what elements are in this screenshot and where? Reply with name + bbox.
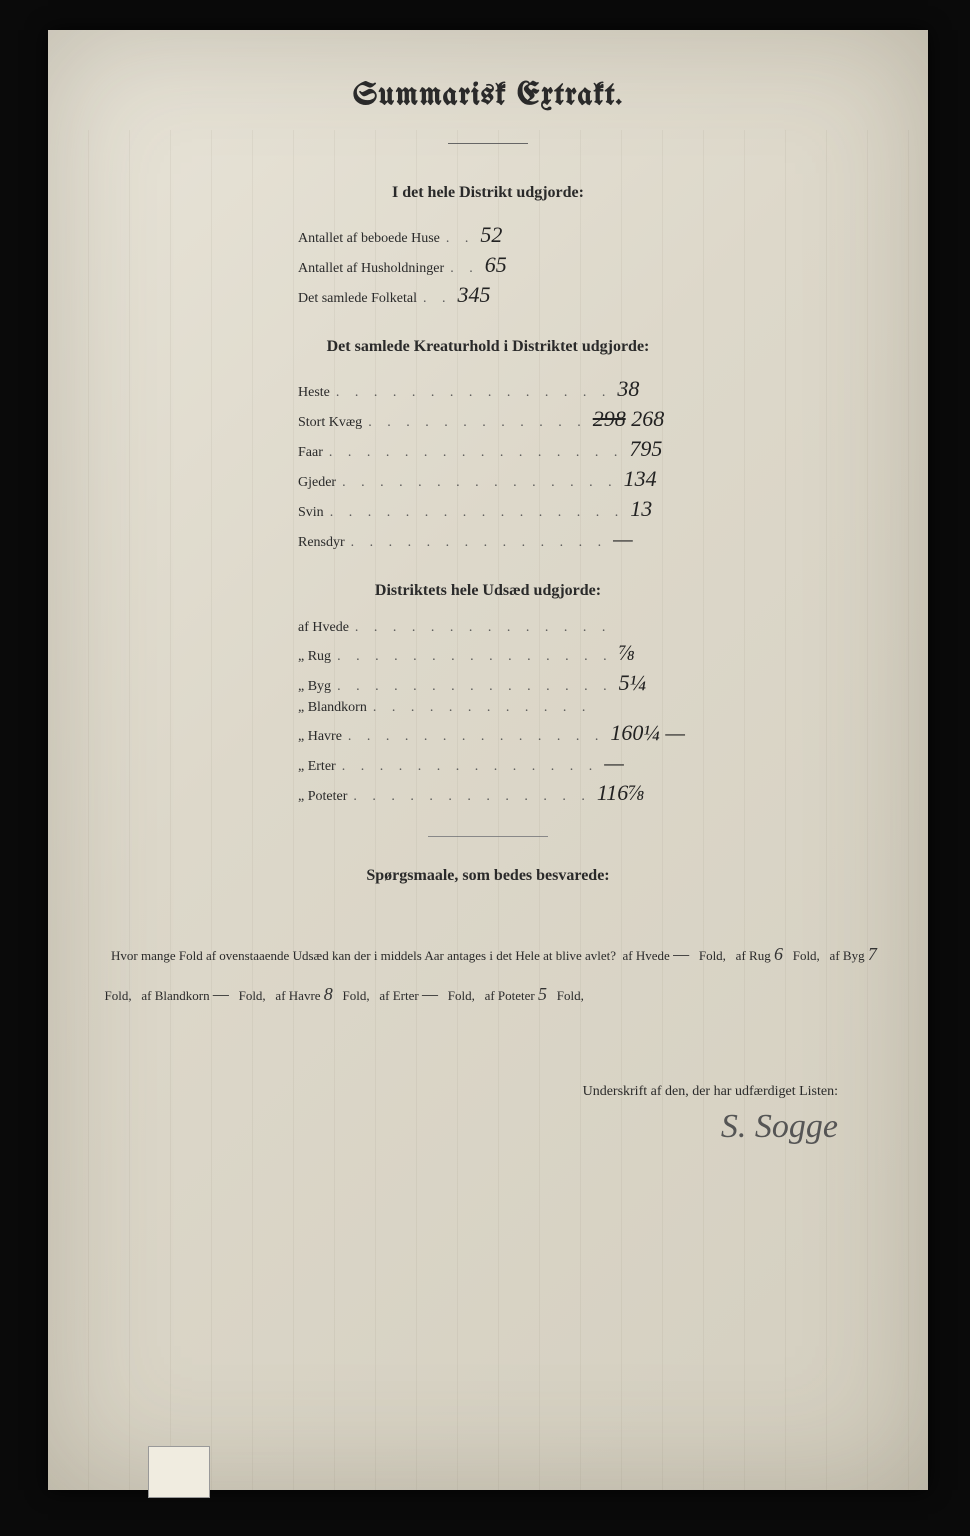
section1-heading: I det hele Distrikt udgjorde:	[98, 184, 878, 202]
row-value: 795	[629, 436, 709, 462]
row-value: 13	[630, 496, 710, 522]
signature-block: Underskrift af den, der har udfærdiget L…	[98, 1084, 878, 1146]
divider	[428, 836, 548, 837]
data-row: Faar . . . . . . . . . . . . . . . . 795	[298, 436, 878, 462]
row-value: 298 268	[593, 406, 673, 432]
row-label: Faar	[298, 445, 323, 461]
row-label: „ Byg	[298, 679, 331, 695]
leader-dots: . . . . . . . . . . . . . .	[355, 620, 612, 636]
leader-dots: . . . . . . . . . . . . . . .	[342, 475, 618, 491]
row-value: 116⅞	[597, 780, 677, 806]
row-label: Svin	[298, 505, 324, 521]
data-row: af Hvede . . . . . . . . . . . . . .	[298, 620, 878, 636]
data-row: Stort Kvæg . . . . . . . . . . . . 298 26…	[298, 406, 878, 432]
row-value: 134	[624, 466, 704, 492]
data-row: „ Blandkorn . . . . . . . . . . . .	[298, 700, 878, 716]
row-label: af Hvede	[298, 620, 349, 636]
row-label: „ Havre	[298, 729, 342, 745]
row-label: Antallet af Husholdninger	[298, 261, 444, 277]
data-row: „ Erter . . . . . . . . . . . . . . —	[298, 750, 878, 776]
leader-dots: . . . . . . . . . . . . . . .	[337, 679, 613, 695]
leader-dots: . . . . . . . . . . . . .	[353, 789, 591, 805]
leader-dots: . . . . . . . . . . . . . .	[348, 729, 605, 745]
row-label: Gjeder	[298, 475, 336, 491]
leader-dots: . . . . . . . . . . . . . . .	[337, 649, 613, 665]
row-label: Heste	[298, 385, 330, 401]
row-label: „ Blandkorn	[298, 700, 367, 716]
row-label: Det samlede Folketal	[298, 291, 417, 307]
data-row: „ Poteter . . . . . . . . . . . . . 116⅞	[298, 780, 878, 806]
leader-dots: . . . . . . . . . . . .	[373, 700, 592, 716]
data-row: Rensdyr . . . . . . . . . . . . . . —	[298, 526, 878, 552]
row-value: 160¼ —	[610, 720, 690, 746]
data-row: Antallet af Husholdninger . . 65	[298, 252, 878, 278]
section1-rows: Antallet af beboede Huse. . 52Antallet a…	[98, 222, 878, 308]
questions-block: Hvor mange Fold af ovenstaaende Udsæd ka…	[98, 935, 878, 1014]
data-row: Det samlede Folketal . . 345	[298, 282, 878, 308]
binding-tab	[148, 1446, 210, 1498]
data-row: „ Rug . . . . . . . . . . . . . . . ⅞	[298, 640, 878, 666]
row-value: 38	[617, 376, 697, 402]
data-row: Antallet af beboede Huse . . 52	[298, 222, 878, 248]
row-label: „ Rug	[298, 649, 331, 665]
leader-dots: . . . . . . . . . . . . . . . .	[329, 445, 624, 461]
row-value: 345	[457, 282, 537, 308]
row-value: —	[613, 526, 693, 552]
row-value: 52	[480, 222, 560, 248]
row-value: —	[604, 750, 684, 776]
signature-label: Underskrift af den, der har udfærdiget L…	[98, 1084, 838, 1100]
leader-dots: . .	[446, 231, 475, 247]
signature-name: S. Sogge	[98, 1108, 838, 1146]
document-page: Summarisk Extrakt. I det hele Distrikt u…	[48, 30, 928, 1490]
row-label: Antallet af beboede Huse	[298, 231, 440, 247]
section3-rows: af Hvede . . . . . . . . . . . . . . „ Ru…	[98, 620, 878, 806]
page-title: Summarisk Extrakt.	[98, 80, 878, 113]
questions-text: Hvor mange Fold af ovenstaaende Udsæd ka…	[98, 935, 878, 1014]
leader-dots: . . . . . . . . . . . . . .	[342, 759, 599, 775]
data-row: „ Havre . . . . . . . . . . . . . . 160¼ …	[298, 720, 878, 746]
row-value: 65	[485, 252, 565, 278]
data-row: Gjeder . . . . . . . . . . . . . . . 134	[298, 466, 878, 492]
row-label: „ Erter	[298, 759, 336, 775]
row-label: Rensdyr	[298, 535, 345, 551]
leader-dots: . . . . . . . . . . . . . . .	[336, 385, 612, 401]
leader-dots: . .	[450, 261, 479, 277]
section2-rows: Heste . . . . . . . . . . . . . . . 38 Sto…	[98, 376, 878, 552]
section3-heading: Distriktets hele Udsæd udgjorde:	[98, 582, 878, 600]
section2-heading: Det samlede Kreaturhold i Distriktet udg…	[98, 338, 878, 356]
leader-dots: . . . . . . . . . . . . . .	[351, 535, 608, 551]
row-value: 5¼	[619, 670, 699, 696]
data-row: „ Byg . . . . . . . . . . . . . . . 5¼	[298, 670, 878, 696]
row-label: Stort Kvæg	[298, 415, 362, 431]
divider	[448, 143, 528, 144]
leader-dots: . . . . . . . . . . . . . . . .	[330, 505, 625, 521]
row-value: ⅞	[619, 640, 699, 666]
data-row: Svin . . . . . . . . . . . . . . . . 13	[298, 496, 878, 522]
leader-dots: . . . . . . . . . . . .	[368, 415, 587, 431]
leader-dots: . .	[423, 291, 452, 307]
data-row: Heste . . . . . . . . . . . . . . . 38	[298, 376, 878, 402]
questions-heading: Spørgsmaale, som bedes besvarede:	[98, 867, 878, 885]
row-label: „ Poteter	[298, 789, 347, 805]
